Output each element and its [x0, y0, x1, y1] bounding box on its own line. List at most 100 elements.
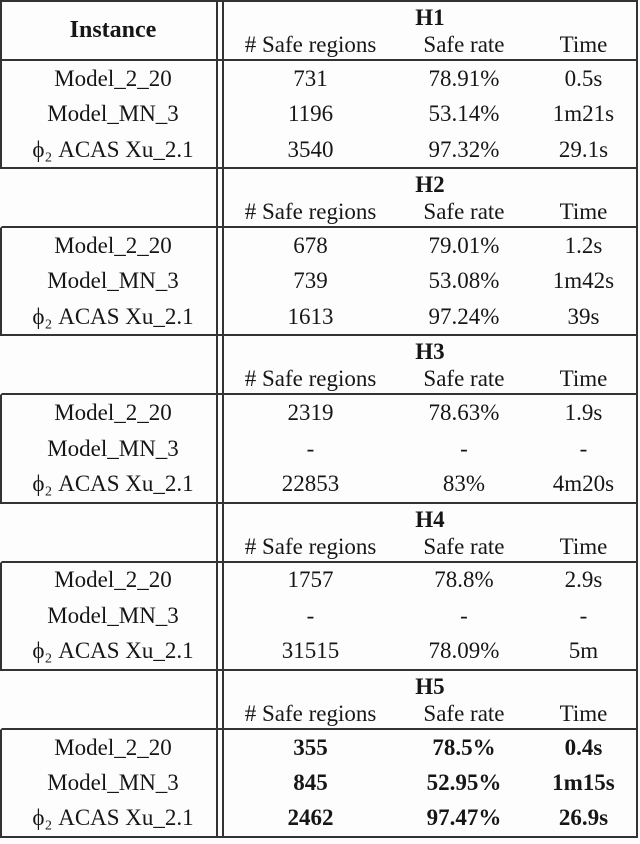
row-label: Model_2_20 — [54, 734, 172, 760]
row-label: Model_MN_3 — [47, 101, 179, 127]
table-row: Model_MN_3 - - - — [2, 431, 636, 466]
column-divider-line-outer — [216, 2, 218, 836]
col-header-safe-regions: # Safe regions — [244, 700, 377, 726]
cell-value: 1613 — [287, 303, 334, 329]
row-label: Model_2_20 — [54, 65, 172, 91]
section-header-right: H5 # Safe regions Safe rate Time — [224, 671, 636, 728]
row-label: Model_MN_3 — [47, 769, 179, 795]
table-row: Model_2_20 678 79.01% 1.2s — [2, 228, 636, 263]
section-title: H3 — [415, 339, 445, 365]
row-values: 1757 78.8% 2.9s — [224, 563, 636, 598]
section-header-right: H1 # Safe regions Safe rate Time — [224, 2, 636, 59]
cell-value: - — [579, 602, 588, 628]
data-block-h4: Model_2_20 1757 78.8% 2.9s Model_MN_3 - … — [0, 562, 636, 671]
row-values: 731 78.91% 0.5s — [224, 61, 636, 96]
column-divider-line-inner — [222, 2, 224, 836]
instance-column-spacer — [2, 336, 224, 393]
row-label: ϕ₂ ACAS Xu_2.1 — [32, 638, 194, 664]
row-label: Model_2_20 — [54, 232, 172, 258]
cell-value: - — [460, 602, 468, 628]
cell-value: 52.95% — [426, 769, 502, 795]
row-values: 3540 97.32% 29.1s — [224, 132, 636, 167]
cell-value: 78.8% — [434, 567, 494, 593]
section-header-h2: H2 # Safe regions Safe rate Time — [0, 169, 636, 229]
row-label: ϕ₂ ACAS Xu_2.1 — [32, 303, 194, 329]
col-header-safe-regions: # Safe regions — [244, 366, 377, 392]
cell-value: - — [306, 435, 315, 461]
col-header-time: Time — [559, 199, 608, 225]
col-header-safe-rate: Safe rate — [423, 366, 505, 392]
row-values: 845 52.95% 1m15s — [224, 765, 636, 800]
row-label: ϕ₂ ACAS Xu_2.1 — [32, 470, 194, 496]
row-label: Model_2_20 — [54, 567, 172, 593]
cell-value: 1.9s — [564, 400, 603, 426]
cell-value: 83% — [442, 470, 486, 496]
cell-value: 97.24% — [428, 303, 500, 329]
row-values: 1613 97.24% 39s — [224, 299, 636, 334]
section-title: H4 — [415, 506, 445, 532]
column-headers: # Safe regions Safe rate Time — [224, 533, 636, 561]
col-header-time: Time — [559, 366, 608, 392]
col-header-safe-rate: Safe rate — [423, 700, 505, 726]
table-row: Model_MN_3 1196 53.14% 1m21s — [2, 96, 636, 131]
table-row: Model_2_20 2319 78.63% 1.9s — [2, 395, 636, 430]
section-header-right: H3 # Safe regions Safe rate Time — [224, 336, 636, 393]
column-headers: # Safe regions Safe rate Time — [224, 700, 636, 728]
row-label: Model_MN_3 — [47, 602, 179, 628]
col-header-safe-regions: # Safe regions — [244, 533, 377, 559]
cell-value: 78.63% — [428, 400, 500, 426]
section-header-h3: H3 # Safe regions Safe rate Time — [0, 336, 636, 396]
cell-value: 29.1s — [558, 136, 609, 162]
instance-column-header: Instance — [69, 17, 157, 43]
table-row: Model_2_20 1757 78.8% 2.9s — [2, 563, 636, 598]
section-title: H2 — [415, 172, 445, 198]
cell-value: 97.47% — [426, 805, 502, 831]
cell-value: 78.91% — [428, 65, 500, 91]
row-values: 31515 78.09% 5m — [224, 633, 636, 668]
cell-value: 39s — [567, 303, 600, 329]
data-block-h5: Model_2_20 355 78.5% 0.4s Model_MN_3 845… — [0, 729, 636, 837]
cell-value: 97.32% — [428, 136, 500, 162]
data-block-h1: Model_2_20 731 78.91% 0.5s Model_MN_3 11… — [0, 61, 636, 170]
table-row: ϕ₂ ACAS Xu_2.1 1613 97.24% 39s — [2, 299, 636, 334]
col-header-safe-regions: # Safe regions — [244, 32, 377, 57]
section-header-right: H2 # Safe regions Safe rate Time — [224, 169, 636, 226]
table-row: ϕ₂ ACAS Xu_2.1 22853 83% 4m20s — [2, 466, 636, 501]
cell-value: 1.2s — [564, 232, 603, 258]
cell-value: 1m21s — [552, 101, 615, 127]
cell-value: 845 — [293, 769, 328, 795]
cell-value: 53.14% — [428, 101, 500, 127]
table-row: Model_MN_3 739 53.08% 1m42s — [2, 264, 636, 299]
cell-value: 78.09% — [428, 638, 500, 664]
table-row: Model_2_20 731 78.91% 0.5s — [2, 61, 636, 96]
section-header-h4: H4 # Safe regions Safe rate Time — [0, 504, 636, 563]
cell-value: 1m15s — [552, 769, 615, 795]
row-values: 2319 78.63% 1.9s — [224, 395, 636, 430]
cell-value: 2319 — [287, 400, 334, 426]
section-header-h1: Instance H1 # Safe regions Safe rate Tim… — [0, 2, 636, 61]
row-label: Model_MN_3 — [47, 435, 179, 461]
cell-value: 2.9s — [564, 567, 603, 593]
row-label: ϕ₂ ACAS Xu_2.1 — [32, 805, 194, 831]
cell-value: 678 — [293, 232, 328, 258]
column-headers: # Safe regions Safe rate Time — [224, 365, 636, 393]
col-header-safe-rate: Safe rate — [423, 199, 505, 225]
cell-value: 31515 — [281, 638, 340, 664]
cell-value: 1m42s — [552, 268, 615, 294]
column-headers: # Safe regions Safe rate Time — [224, 31, 636, 59]
cell-value: 355 — [293, 734, 328, 760]
cell-value: 4m20s — [552, 470, 615, 496]
row-values: 22853 83% 4m20s — [224, 466, 636, 501]
col-header-time: Time — [559, 32, 608, 57]
row-values: - - - — [224, 431, 636, 466]
cell-value: 53.08% — [428, 268, 500, 294]
row-values: - - - — [224, 598, 636, 633]
cell-value: - — [306, 602, 315, 628]
col-header-safe-regions: # Safe regions — [244, 199, 377, 225]
section-header-h5: H5 # Safe regions Safe rate Time — [0, 671, 636, 730]
row-label: Model_2_20 — [54, 400, 172, 426]
cell-value: 5m — [568, 638, 599, 664]
cell-value: 79.01% — [428, 232, 500, 258]
